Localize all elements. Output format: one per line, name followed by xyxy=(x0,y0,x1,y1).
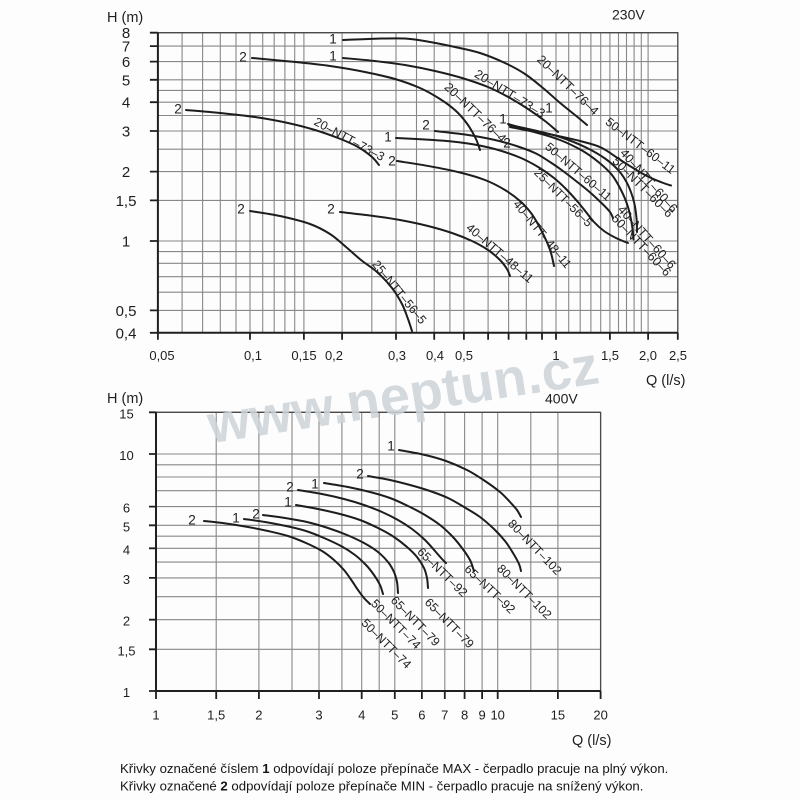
svg-text:Q (l/s): Q (l/s) xyxy=(646,373,685,389)
svg-text:4: 4 xyxy=(358,708,365,723)
svg-text:400V: 400V xyxy=(545,391,578,407)
svg-text:5: 5 xyxy=(122,72,130,89)
svg-text:0,5: 0,5 xyxy=(116,303,137,320)
svg-text:1: 1 xyxy=(232,510,240,525)
svg-text:H (m): H (m) xyxy=(107,10,143,26)
svg-text:2: 2 xyxy=(255,708,262,723)
svg-text:1: 1 xyxy=(552,348,559,363)
svg-text:2: 2 xyxy=(422,117,430,132)
svg-text:4: 4 xyxy=(122,95,130,112)
svg-text:2: 2 xyxy=(237,201,245,216)
svg-text:1: 1 xyxy=(123,685,130,700)
svg-text:2: 2 xyxy=(252,506,260,521)
svg-text:8: 8 xyxy=(122,25,130,42)
svg-text:1: 1 xyxy=(329,48,337,63)
svg-text:0,5: 0,5 xyxy=(455,348,473,363)
svg-text:7: 7 xyxy=(122,39,130,56)
svg-text:8: 8 xyxy=(461,708,468,723)
svg-text:1,5: 1,5 xyxy=(601,348,619,363)
svg-text:2: 2 xyxy=(503,135,511,150)
svg-text:230V: 230V xyxy=(612,7,645,23)
svg-text:1: 1 xyxy=(329,31,337,46)
svg-text:1: 1 xyxy=(545,100,553,115)
svg-text:0,3: 0,3 xyxy=(388,348,406,363)
svg-text:2: 2 xyxy=(356,466,364,481)
svg-text:4: 4 xyxy=(123,542,130,557)
svg-text:1,5: 1,5 xyxy=(207,708,225,723)
svg-text:1: 1 xyxy=(284,494,292,509)
svg-text:20: 20 xyxy=(593,708,607,723)
svg-text:6: 6 xyxy=(123,501,130,516)
svg-text:0,1: 0,1 xyxy=(244,348,262,363)
svg-text:0,05: 0,05 xyxy=(149,348,174,363)
svg-text:1: 1 xyxy=(311,476,319,491)
svg-text:1: 1 xyxy=(152,708,159,723)
svg-text:1: 1 xyxy=(122,234,130,251)
svg-text:3: 3 xyxy=(123,572,130,587)
svg-text:6: 6 xyxy=(122,54,130,71)
svg-text:3: 3 xyxy=(122,124,130,141)
svg-text:2: 2 xyxy=(239,49,247,64)
svg-text:9: 9 xyxy=(478,708,485,723)
svg-text:3: 3 xyxy=(315,708,322,723)
svg-text:1,5: 1,5 xyxy=(116,193,137,210)
svg-text:1: 1 xyxy=(499,111,507,126)
svg-text:2: 2 xyxy=(188,512,196,527)
svg-text:2,5: 2,5 xyxy=(669,348,687,363)
svg-text:2,0: 2,0 xyxy=(639,348,657,363)
svg-text:5: 5 xyxy=(123,519,130,534)
svg-text:5: 5 xyxy=(391,708,398,723)
svg-text:Křivky označené číslem 1 odpov: Křivky označené číslem 1 odpovídají polo… xyxy=(120,761,668,776)
svg-text:10: 10 xyxy=(490,708,504,723)
svg-text:2: 2 xyxy=(286,479,294,494)
svg-text:10: 10 xyxy=(119,448,133,463)
svg-text:1: 1 xyxy=(387,438,395,453)
svg-text:Q (l/s): Q (l/s) xyxy=(572,733,611,749)
svg-text:2: 2 xyxy=(174,101,182,116)
svg-text:6: 6 xyxy=(418,708,425,723)
svg-text:2: 2 xyxy=(122,164,130,181)
svg-text:Křivky označené 2 odpovídají p: Křivky označené 2 odpovídají poloze přep… xyxy=(120,779,643,794)
svg-text:1,5: 1,5 xyxy=(117,643,135,658)
svg-text:H (m): H (m) xyxy=(107,391,143,407)
svg-text:2: 2 xyxy=(388,153,396,168)
svg-text:2: 2 xyxy=(327,201,335,216)
svg-text:1: 1 xyxy=(384,129,392,144)
svg-text:15: 15 xyxy=(551,708,565,723)
svg-text:7: 7 xyxy=(441,708,448,723)
svg-text:0,4: 0,4 xyxy=(426,348,444,363)
svg-text:0,4: 0,4 xyxy=(116,325,137,342)
svg-text:2: 2 xyxy=(123,614,130,629)
svg-text:15: 15 xyxy=(119,406,133,421)
svg-text:0,2: 0,2 xyxy=(325,348,343,363)
svg-text:0,15: 0,15 xyxy=(291,348,316,363)
